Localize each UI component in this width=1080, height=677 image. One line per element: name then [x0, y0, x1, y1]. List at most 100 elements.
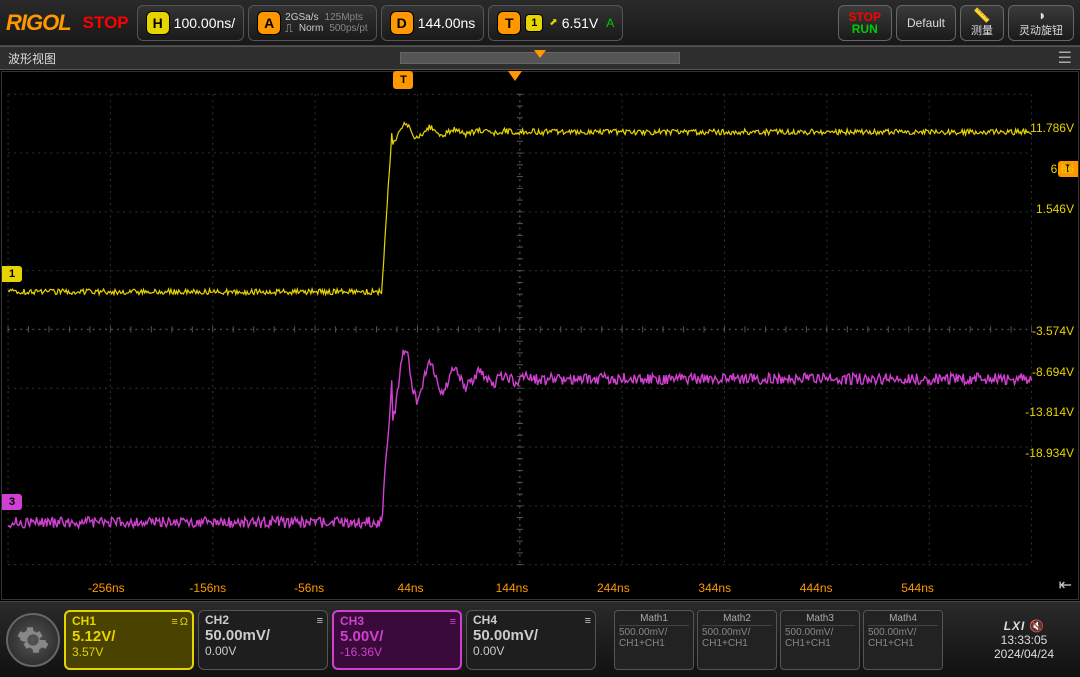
default-button[interactable]: Default [896, 5, 956, 41]
math-label: Math4 [868, 613, 938, 626]
flex-knob-button[interactable]: ◑ 灵动旋钮 [1008, 5, 1074, 41]
coupling-icon: ≡ [317, 615, 323, 627]
channel-icons: ≡Ω [171, 616, 188, 628]
channel-label: CH4 [473, 613, 589, 627]
channel-offset: 0.00V [473, 644, 589, 658]
trigger-level-value: 6.51V [562, 15, 599, 31]
sample-rate: 2GSa/s [285, 12, 318, 23]
x-axis-label: -256ns [88, 581, 125, 595]
clock-panel: LXI🔇 13:33:05 2024/04/24 [974, 610, 1074, 670]
waveform-display[interactable]: 13TT11.786V6.661.546V-3.574V-8.694V-13.8… [1, 71, 1079, 600]
delay-box[interactable]: D 144.00ns [381, 5, 485, 41]
trigger-position-marker[interactable]: T [393, 71, 413, 89]
memory-bar[interactable] [400, 52, 680, 64]
horizontal-timebase-box[interactable]: H 100.00ns/ [137, 5, 245, 41]
lxi-label: LXI [1004, 619, 1026, 633]
trigger-position-pointer [534, 50, 546, 58]
x-axis-label: -56ns [294, 581, 324, 595]
channel-offset: 0.00V [205, 644, 321, 658]
math-scale: 500.00mV/ [868, 627, 938, 638]
acquisition-box[interactable]: A 2GSa/s 125Mpts ⎍ Norm 500ps/pt [248, 5, 377, 41]
trigger-source-badge: 1 [525, 14, 543, 32]
y-axis-label: -8.694V [1032, 365, 1074, 379]
y-axis-label: 1.546V [1036, 202, 1074, 216]
speaker-mute-icon[interactable]: 🔇 [1029, 619, 1044, 633]
channel-label: CH1 [72, 614, 186, 628]
math-expr: CH1+CH1 [868, 638, 938, 649]
gear-icon [16, 623, 50, 657]
waveform-title-strip: 波形视图 ☰ [0, 46, 1080, 70]
math-card-math2[interactable]: Math2 500.00mV/ CH1+CH1 [697, 610, 777, 670]
bottom-toolbar: CH1 ≡Ω 5.12V/ 3.57V CH2 ≡ 50.00mV/ 0.00V… [0, 601, 1080, 677]
d-badge: D [390, 11, 414, 35]
top-toolbar: RIGOL STOP H 100.00ns/ A 2GSa/s 125Mpts … [0, 0, 1080, 46]
channel-icons: ≡ [585, 615, 591, 627]
math-scale: 500.00mV/ [702, 627, 772, 638]
timebase-value: 100.00ns/ [174, 15, 236, 31]
channel-offset: 3.57V [72, 645, 186, 659]
x-axis-label: 544ns [901, 581, 934, 595]
run-label: RUN [852, 23, 878, 35]
math-scale: 500.00mV/ [619, 627, 689, 638]
math-card-math4[interactable]: Math4 500.00mV/ CH1+CH1 [863, 610, 943, 670]
channel-zero-marker: 1 [2, 266, 22, 282]
screen-center-pointer [508, 71, 522, 81]
sample-mode-icon: ⎍ [285, 23, 293, 34]
channel-scale: 5.00V/ [340, 628, 454, 645]
measure-button[interactable]: 📏 测量 [960, 5, 1004, 41]
y-axis-label: -3.574V [1032, 324, 1074, 338]
h-badge: H [146, 11, 170, 35]
delay-value: 144.00ns [418, 15, 476, 31]
expand-icon[interactable]: ⇤ [1059, 575, 1072, 595]
math-label: Math2 [702, 613, 772, 626]
clock-date: 2024/04/24 [994, 647, 1054, 661]
math-label: Math3 [785, 613, 855, 626]
channel-icons: ≡ [317, 615, 323, 627]
y-axis-label: -13.814V [1025, 405, 1074, 419]
t-badge: T [497, 11, 521, 35]
y-axis-label: -18.934V [1025, 446, 1074, 460]
x-axis-label: 344ns [698, 581, 731, 595]
math-expr: CH1+CH1 [785, 638, 855, 649]
math-expr: CH1+CH1 [702, 638, 772, 649]
math-label: Math1 [619, 613, 689, 626]
acq-mode: Norm [299, 23, 323, 34]
channel-label: CH3 [340, 614, 454, 628]
default-label: Default [907, 16, 945, 30]
channel-card-ch1[interactable]: CH1 ≡Ω 5.12V/ 3.57V [64, 610, 194, 670]
waveform-view-title: 波形视图 [8, 50, 56, 67]
channel-offset: -16.36V [340, 645, 454, 659]
math-scale: 500.00mV/ [785, 627, 855, 638]
hamburger-icon[interactable]: ☰ [1058, 48, 1072, 68]
x-axis-label: -156ns [189, 581, 226, 595]
stop-label: STOP [849, 11, 881, 23]
x-axis-label: 144ns [496, 581, 529, 595]
coupling-icon: ≡ [171, 616, 177, 628]
a-badge: A [257, 11, 281, 35]
flex-knob-label: 灵动旋钮 [1019, 22, 1063, 38]
channel-card-ch3[interactable]: CH3 ≡ 5.00V/ -16.36V [332, 610, 462, 670]
run-status: STOP [83, 13, 129, 33]
channel-card-ch4[interactable]: CH4 ≡ 50.00mV/ 0.00V [466, 610, 596, 670]
y-axis-label: 11.786V [1030, 121, 1074, 135]
acq-resolution: 500ps/pt [329, 23, 367, 34]
math-card-math3[interactable]: Math3 500.00mV/ CH1+CH1 [780, 610, 860, 670]
channel-scale: 50.00mV/ [205, 627, 321, 644]
mem-depth: 125Mpts [325, 12, 363, 23]
ch1-trace [2, 72, 1078, 599]
coupling-icon: ≡ [450, 616, 456, 628]
knob-icon: ◑ [1037, 8, 1045, 22]
clock-time: 13:33:05 [1001, 633, 1048, 647]
x-axis-label: 44ns [398, 581, 424, 595]
impedance-icon: Ω [180, 616, 188, 628]
trigger-box[interactable]: T 1 ⬈ 6.51V A [488, 5, 623, 41]
channel-card-ch2[interactable]: CH2 ≡ 50.00mV/ 0.00V [198, 610, 328, 670]
settings-gear-button[interactable] [6, 613, 60, 667]
channel-scale: 50.00mV/ [473, 627, 589, 644]
math-expr: CH1+CH1 [619, 638, 689, 649]
acquisition-info: 2GSa/s 125Mpts ⎍ Norm 500ps/pt [285, 12, 368, 34]
stop-run-button[interactable]: STOP RUN [838, 5, 892, 41]
math-card-math1[interactable]: Math1 500.00mV/ CH1+CH1 [614, 610, 694, 670]
trigger-edge-icon: ⬈ [549, 17, 557, 28]
y-axis-label: 6.66 [1051, 162, 1074, 176]
